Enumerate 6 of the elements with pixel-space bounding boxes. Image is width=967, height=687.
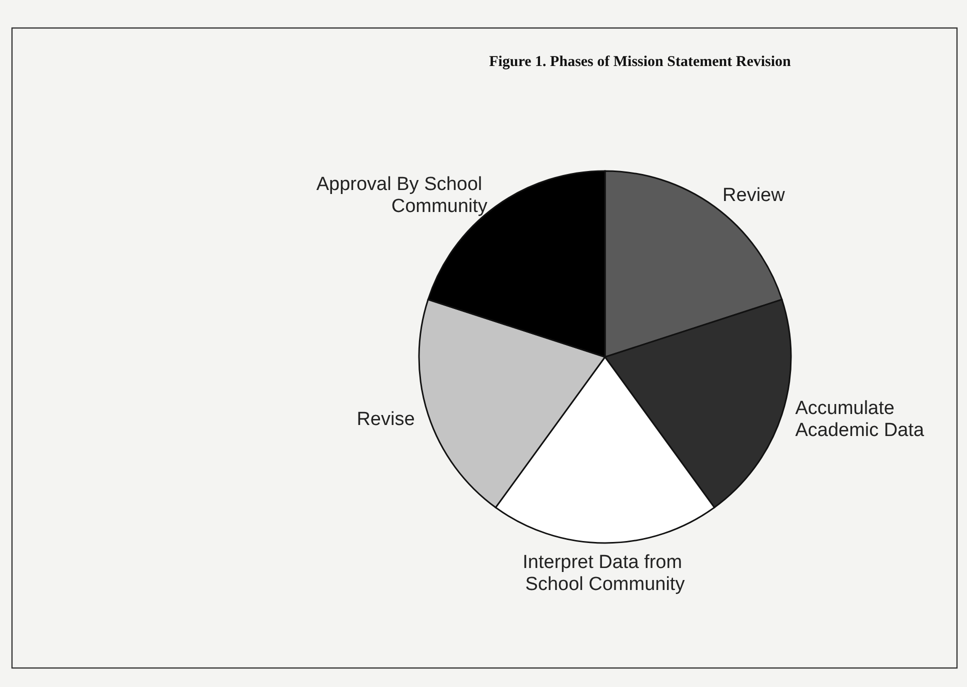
chart-title: Figure 1. Phases of Mission Statement Revision: [489, 54, 792, 70]
slice-label: Interpret Data from School Community: [522, 552, 688, 595]
slice-label: Approval By School Community: [316, 174, 488, 218]
slice-label: Revise: [356, 408, 415, 430]
slice-label: Review: [722, 185, 786, 206]
slice-label: Accumulate Academic Data: [795, 398, 924, 441]
